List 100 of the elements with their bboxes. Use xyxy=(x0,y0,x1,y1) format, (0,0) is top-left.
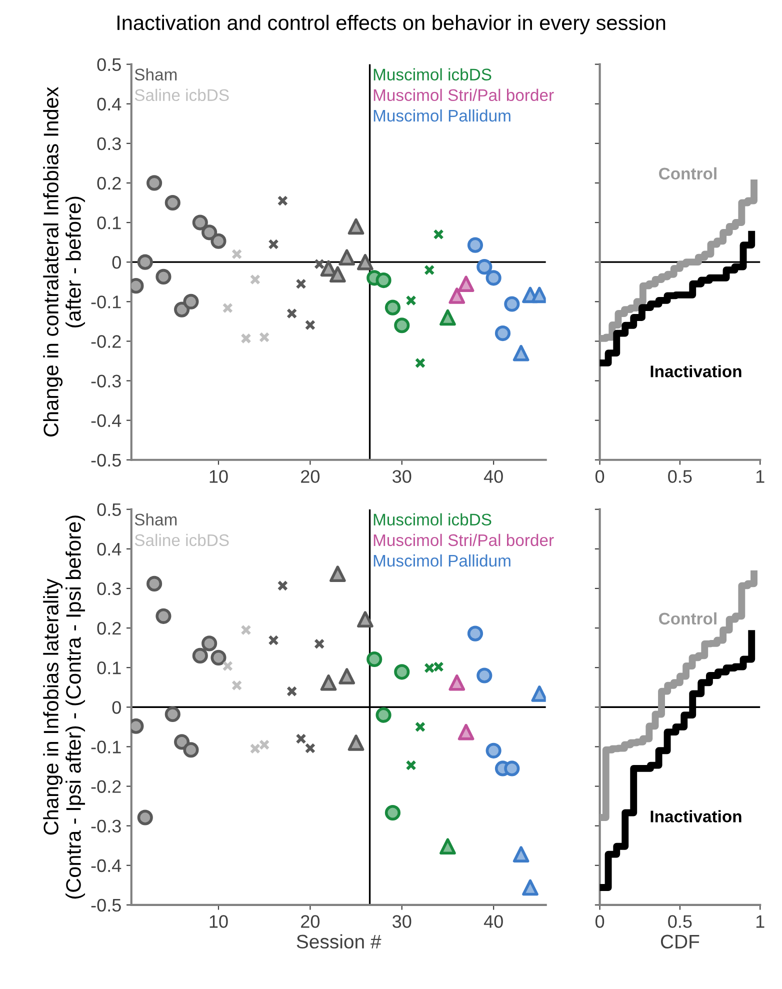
y-tick-label: 0.5 xyxy=(97,503,121,516)
point xyxy=(314,638,325,650)
point xyxy=(494,326,511,342)
y-tick-label: -0.3 xyxy=(91,820,121,833)
x-tick-label: 1 xyxy=(756,915,764,928)
point xyxy=(376,272,392,288)
point xyxy=(394,664,410,680)
y-tick-label: -0.5 xyxy=(91,454,121,467)
text: Muscimol Pallidum xyxy=(374,554,510,567)
point xyxy=(467,237,484,253)
y-tick-label: -0.5 xyxy=(91,898,121,912)
y-tick-label: -0.4 xyxy=(91,414,122,428)
point xyxy=(348,734,364,751)
text: Muscimol Stri/Pal border xyxy=(374,534,554,546)
point xyxy=(231,248,242,260)
series-label: Inactivation xyxy=(650,810,742,822)
point xyxy=(376,707,392,723)
point xyxy=(504,296,520,312)
point xyxy=(146,576,162,592)
x-tick-label: 0.5 xyxy=(668,915,692,928)
point xyxy=(330,266,346,283)
point xyxy=(304,742,316,754)
x-tick-label: 0 xyxy=(595,915,604,928)
point xyxy=(320,260,337,277)
point xyxy=(384,300,400,316)
point xyxy=(210,233,226,249)
point xyxy=(414,722,426,732)
point xyxy=(164,706,180,722)
x-axis-title: CDF xyxy=(660,934,700,949)
point xyxy=(304,320,316,330)
point xyxy=(137,810,153,826)
point xyxy=(476,668,492,684)
point xyxy=(357,254,374,270)
point xyxy=(504,760,520,776)
point xyxy=(277,580,288,592)
point xyxy=(531,286,546,304)
series-label: Control xyxy=(659,612,716,625)
y-tick-label: 0.4 xyxy=(97,542,122,556)
point xyxy=(192,648,208,664)
point xyxy=(458,724,474,740)
text: Inactivation xyxy=(650,365,742,378)
point xyxy=(156,268,172,285)
point xyxy=(259,332,270,343)
point xyxy=(286,686,298,697)
point xyxy=(486,270,502,286)
point xyxy=(156,608,172,624)
point xyxy=(222,302,233,314)
x-tick-label: 0 xyxy=(595,470,604,483)
y-tick-label: 0 xyxy=(112,701,121,714)
x-tick-label: 1 xyxy=(756,470,764,483)
y-tick-label: -0.1 xyxy=(91,296,121,308)
x-axis-title: Session # xyxy=(296,934,382,949)
point xyxy=(467,626,484,642)
text: Muscimol icbDS xyxy=(374,513,492,526)
y-tick-label: 0.3 xyxy=(97,582,121,596)
text: Saline icbDS xyxy=(134,88,229,102)
point xyxy=(146,175,162,191)
point xyxy=(137,254,153,270)
y-tick-label: 0.2 xyxy=(97,176,121,190)
y-tick-label: 0.1 xyxy=(97,662,121,674)
point xyxy=(183,742,199,758)
y-tick-label: -0.3 xyxy=(91,374,121,388)
point xyxy=(240,624,252,636)
text: Muscimol Stri/Pal border xyxy=(374,88,554,102)
y-tick-label: -0.2 xyxy=(91,780,121,793)
text: Muscimol Pallidum xyxy=(374,109,510,122)
point xyxy=(357,611,374,628)
text: Muscimol icbDS xyxy=(374,68,492,80)
x-tick-label: 40 xyxy=(484,915,503,928)
x-tick-label: 40 xyxy=(484,470,503,483)
x-tick-label: 30 xyxy=(392,470,412,483)
point xyxy=(174,302,190,318)
point xyxy=(250,274,260,285)
x-tick-label: 10 xyxy=(210,915,228,928)
point xyxy=(183,294,199,310)
point xyxy=(192,214,208,230)
y-tick-label: -0.1 xyxy=(91,740,121,754)
text: Sham xyxy=(134,68,177,80)
point xyxy=(202,224,218,240)
x-tick-label: 20 xyxy=(301,470,320,483)
y-axis-title: Change in Infobias laterality (Contra - Ipsi after) - (Contra - Ipsi before) xyxy=(43,516,85,899)
x-tick-label: 0.5 xyxy=(668,470,692,483)
chart-title: Inactivation and control effects on behavior in every session xyxy=(118,14,666,34)
point xyxy=(384,804,400,821)
point xyxy=(164,194,180,211)
point xyxy=(320,674,337,691)
point xyxy=(406,295,416,306)
point xyxy=(522,879,538,896)
point xyxy=(433,229,444,240)
x-tick-label: 20 xyxy=(301,915,320,928)
y-tick-label: 0 xyxy=(112,256,121,269)
text: Sham xyxy=(134,513,177,526)
point xyxy=(476,259,492,275)
y-tick-label: 0.2 xyxy=(97,622,121,635)
point xyxy=(440,838,456,855)
point xyxy=(448,674,466,691)
point xyxy=(440,309,456,326)
point xyxy=(512,846,530,862)
point xyxy=(268,634,279,646)
point xyxy=(348,218,364,235)
